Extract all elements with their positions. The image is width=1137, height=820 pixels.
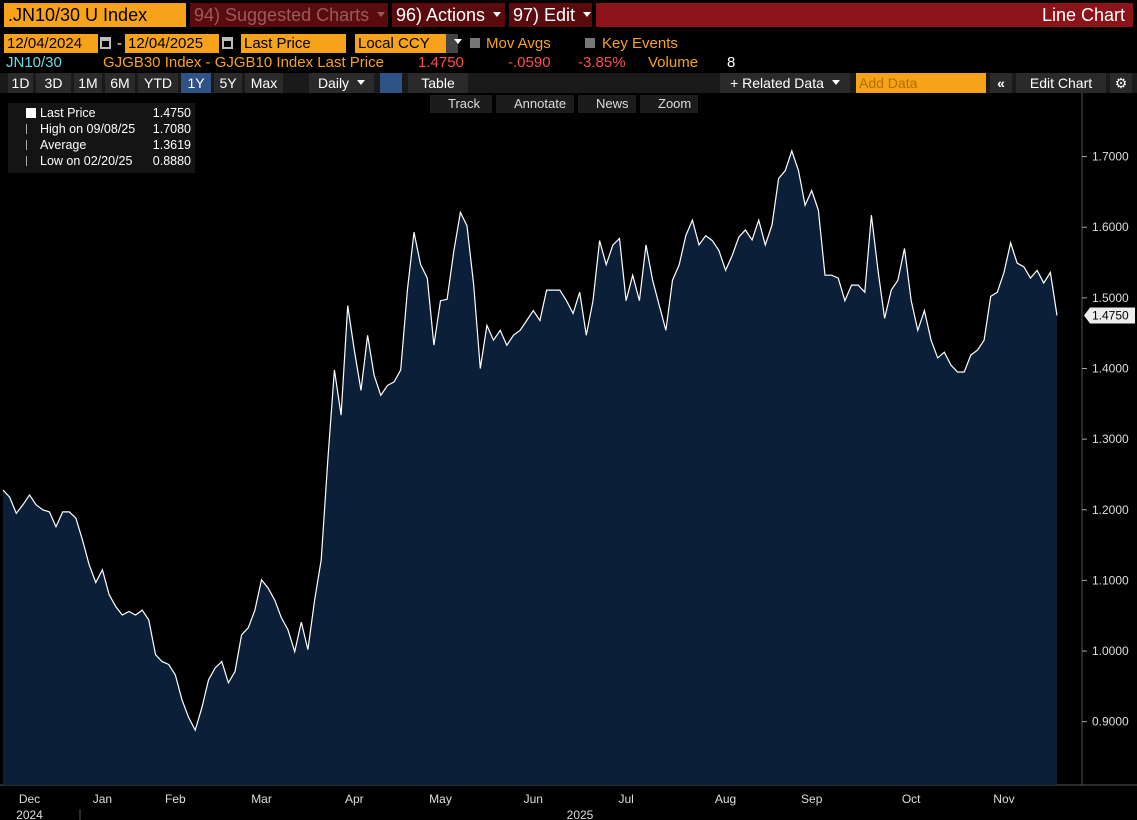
legend-icon — [26, 124, 37, 134]
edit-chart-button[interactable]: Edit Chart — [1016, 73, 1106, 93]
field-select[interactable]: Last Price — [241, 34, 346, 53]
pct-change: -3.85% — [578, 54, 626, 71]
collapse-button[interactable]: « — [990, 73, 1012, 93]
calendar-icon[interactable] — [100, 37, 111, 49]
chart-tool[interactable]: Track — [430, 95, 492, 113]
currency-select[interactable]: Local CCY — [355, 34, 446, 53]
legend-icon — [26, 108, 36, 118]
legend-value: 1.4750 — [152, 106, 191, 120]
chart-tool[interactable]: Zoom — [640, 95, 698, 113]
add-data-input[interactable]: Add Data — [856, 73, 986, 93]
y-tick-label: 1.7000 — [1092, 150, 1129, 164]
legend-value: 1.3619 — [152, 138, 191, 152]
settings-button[interactable]: ⚙ — [1110, 73, 1132, 93]
y-tick-label: 0.9000 — [1092, 715, 1129, 729]
calendar-icon[interactable] — [222, 37, 233, 49]
date-separator: - — [117, 35, 122, 52]
last-price-tag — [1084, 307, 1135, 324]
x-tick-label: May — [429, 792, 452, 806]
chart: 0.9000 1.0000 1.1000 1.2000 1.3000 1.4000 1.50… — [0, 93, 1137, 820]
range-button[interactable]: YTD — [138, 73, 178, 93]
line — [2, 149, 1058, 732]
description: GJGB30 Index - GJGB10 Index Last Price — [103, 54, 384, 71]
area — [3, 150, 1057, 785]
range-button[interactable]: 1M — [74, 73, 102, 93]
range-button[interactable]: 1D — [8, 73, 33, 93]
view-title: Line Chart — [596, 3, 1133, 27]
key-events-label[interactable]: Key Events — [602, 35, 678, 52]
end-date[interactable]: 12/04/2025 — [125, 34, 219, 53]
frequency-select[interactable]: Daily — [309, 73, 374, 93]
legend: Last Price 1.4750 High on 09/08/25 1.7080 Av… — [8, 103, 195, 173]
volume: 8 — [727, 54, 736, 71]
y-tick-label: 1.1000 — [1092, 573, 1129, 587]
y-tick-label: 1.2000 — [1092, 503, 1129, 517]
y-tick-label: 1.6000 — [1092, 220, 1129, 234]
x-tick-label: Sep — [801, 792, 823, 806]
currency-dropdown[interactable] — [446, 34, 458, 53]
x-year-label: 2024 — [16, 808, 43, 820]
checkbox[interactable] — [585, 38, 595, 48]
toolbar — [0, 73, 1137, 93]
last-price-label: 1.4750 — [1092, 309, 1129, 323]
mov-avgs-label[interactable]: Mov Avgs — [486, 35, 551, 52]
chart-tool[interactable]: Annotate — [496, 95, 574, 113]
checkbox[interactable] — [470, 38, 480, 48]
security: JN10/30 — [6, 54, 62, 71]
chart-tool[interactable]: News — [578, 95, 636, 113]
legend-icon — [26, 156, 37, 166]
x-year-label: 2025 — [567, 808, 594, 820]
change: -.0590 — [508, 54, 551, 71]
related-data-menu[interactable]: + Related Data — [720, 73, 850, 93]
x-tick-label: Oct — [902, 792, 921, 806]
legend-icon — [26, 140, 37, 150]
y-tick-label: 1.3000 — [1092, 432, 1129, 446]
x-tick-label: Feb — [165, 792, 186, 806]
x-tick-label: Dec — [19, 792, 40, 806]
x-tick-label: Apr — [345, 792, 364, 806]
edit-menu[interactable]: 97) Edit — [509, 3, 592, 27]
chart-type-icon[interactable] — [380, 73, 402, 93]
legend-label: Last Price — [40, 106, 96, 120]
y-tick-label: 1.5000 — [1092, 291, 1129, 305]
start-date[interactable]: 12/04/2024 — [4, 34, 98, 53]
range-button[interactable]: 3D — [36, 73, 71, 93]
range-button[interactable]: 5Y — [214, 73, 242, 93]
table-button[interactable]: Table — [408, 73, 468, 93]
legend-label: High on 09/08/25 — [40, 122, 136, 136]
legend-value: 0.8880 — [152, 154, 191, 168]
x-tick-label: Aug — [715, 792, 736, 806]
y-tick-label: 1.0000 — [1092, 644, 1129, 658]
x-tick-label: Jun — [524, 792, 543, 806]
x-tick-label: Nov — [993, 792, 1014, 806]
legend-label: Low on 02/20/25 — [40, 154, 133, 168]
x-tick-label: Jul — [618, 792, 633, 806]
x-tick-label: Mar — [251, 792, 272, 806]
y-tick-label: 1.4000 — [1092, 361, 1129, 375]
range-button[interactable]: Max — [245, 73, 283, 93]
x-tick-label: Jan — [93, 792, 112, 806]
legend-label: Average — [40, 138, 87, 152]
volume-label: Volume — [648, 54, 699, 71]
range-button[interactable]: 6M — [105, 73, 135, 93]
suggested-charts-menu[interactable]: 94) Suggested Charts — [190, 3, 388, 27]
ticker-input[interactable]: .JN10/30 U Index — [4, 3, 186, 27]
last-price: 1.4750 — [418, 54, 464, 71]
actions-menu[interactable]: 96) Actions — [392, 3, 505, 27]
range-button[interactable]: 1Y — [181, 73, 211, 93]
legend-value: 1.7080 — [152, 122, 191, 136]
